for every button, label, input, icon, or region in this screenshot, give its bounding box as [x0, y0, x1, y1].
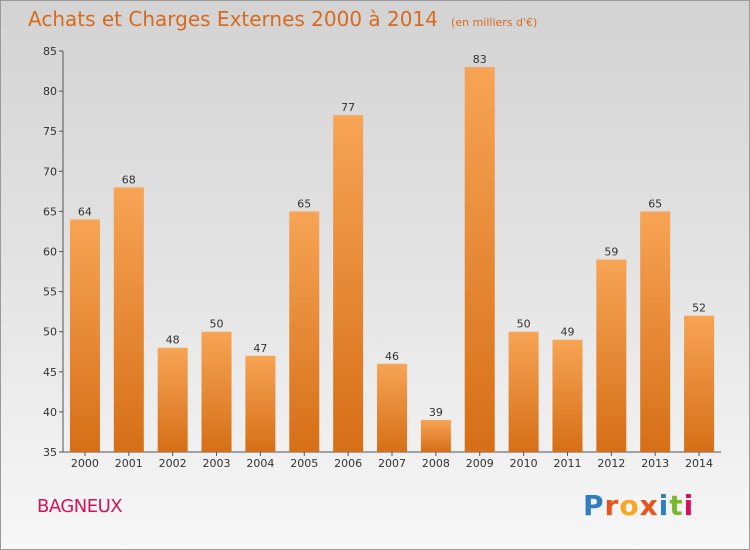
proxiti-logo[interactable]: Proxiti: [583, 489, 694, 522]
value-label-2008: 39: [429, 406, 443, 419]
x-tick-label-2002: 2002: [159, 457, 187, 470]
value-label-2000: 64: [78, 205, 92, 218]
bar-2010: [508, 331, 539, 452]
bar-2006: [333, 115, 364, 452]
bar-2000: [69, 219, 100, 452]
city-name: BAGNEUX: [37, 496, 123, 517]
y-tick-label: 75: [43, 125, 57, 138]
bar-2012: [596, 259, 627, 452]
bar-2013: [640, 211, 671, 452]
bar-2004: [245, 355, 276, 452]
value-label-2012: 59: [604, 246, 618, 259]
chart-unit: (en milliers d'€): [451, 16, 538, 29]
logo-letter: r: [604, 489, 620, 522]
value-label-2003: 50: [210, 318, 224, 331]
x-axis: 2000 2001 2002 2003 2004 2005 2006 2007 2008 2009…: [63, 451, 721, 470]
value-label-2004: 47: [253, 342, 267, 355]
x-tick-label-2013: 2013: [641, 457, 669, 470]
bar-2008: [420, 419, 451, 452]
logo-letter: t: [669, 489, 684, 522]
y-tick-label: 70: [43, 165, 57, 178]
value-label-2001: 68: [122, 173, 136, 186]
x-tick-label-2001: 2001: [115, 457, 143, 470]
value-label-2011: 49: [560, 326, 574, 339]
bar-2007: [377, 363, 407, 452]
y-tick-label: 85: [43, 45, 57, 58]
chart-title: Achats et Charges Externes 2000 à 2014: [28, 7, 438, 31]
bar-2014: [684, 315, 715, 452]
y-axis: 35 40 45 50 55 60 65 70 75 80 85: [43, 45, 64, 459]
x-tick-label-2003: 2003: [203, 457, 231, 470]
bars: [69, 67, 715, 452]
logo-letter: i: [658, 489, 670, 522]
x-tick-label-2005: 2005: [290, 457, 318, 470]
x-tick-label-2012: 2012: [597, 457, 625, 470]
bar-2009: [464, 67, 495, 452]
value-label-2014: 52: [692, 302, 706, 315]
value-label-2013: 65: [648, 197, 662, 210]
x-tick-label-2014: 2014: [685, 457, 713, 470]
x-tick-label-2006: 2006: [334, 457, 362, 470]
y-tick-label: 65: [43, 205, 57, 218]
x-tick-label-2007: 2007: [378, 457, 406, 470]
y-tick-label: 35: [43, 446, 57, 459]
logo-letter: i: [683, 489, 695, 522]
bar-2001: [113, 187, 144, 452]
y-tick-label: 50: [43, 326, 57, 339]
bar-2003: [201, 331, 232, 452]
x-tick-label-2009: 2009: [466, 457, 494, 470]
bar-2011: [552, 339, 583, 452]
value-label-2007: 46: [385, 350, 399, 363]
x-tick-label-2010: 2010: [510, 457, 538, 470]
value-label-2010: 50: [517, 318, 531, 331]
y-tick-label: 45: [43, 366, 57, 379]
title-row: Achats et Charges Externes 2000 à 2014 (…: [28, 7, 537, 31]
logo-letter: x: [639, 489, 659, 522]
value-label-2009: 83: [473, 53, 487, 66]
x-tick-label-2004: 2004: [246, 457, 274, 470]
y-tick-label: 60: [43, 246, 57, 259]
y-tick-label: 80: [43, 85, 57, 98]
value-label-2002: 48: [166, 334, 180, 347]
value-label-2005: 65: [297, 197, 311, 210]
logo-letter: P: [583, 489, 605, 522]
y-tick-label: 55: [43, 286, 57, 299]
x-tick-label-2008: 2008: [422, 457, 450, 470]
y-tick-label: 40: [43, 406, 57, 419]
logo-letter: o: [619, 489, 640, 522]
x-tick-label-2000: 2000: [71, 457, 99, 470]
value-label-2006: 77: [341, 101, 355, 114]
value-labels: 64 68 48 50 47 65 77 46 39 83 50 49 59 65 52: [78, 53, 706, 419]
bar-2005: [289, 211, 320, 452]
bar-2002: [157, 347, 188, 452]
x-tick-label-2011: 2011: [553, 457, 581, 470]
